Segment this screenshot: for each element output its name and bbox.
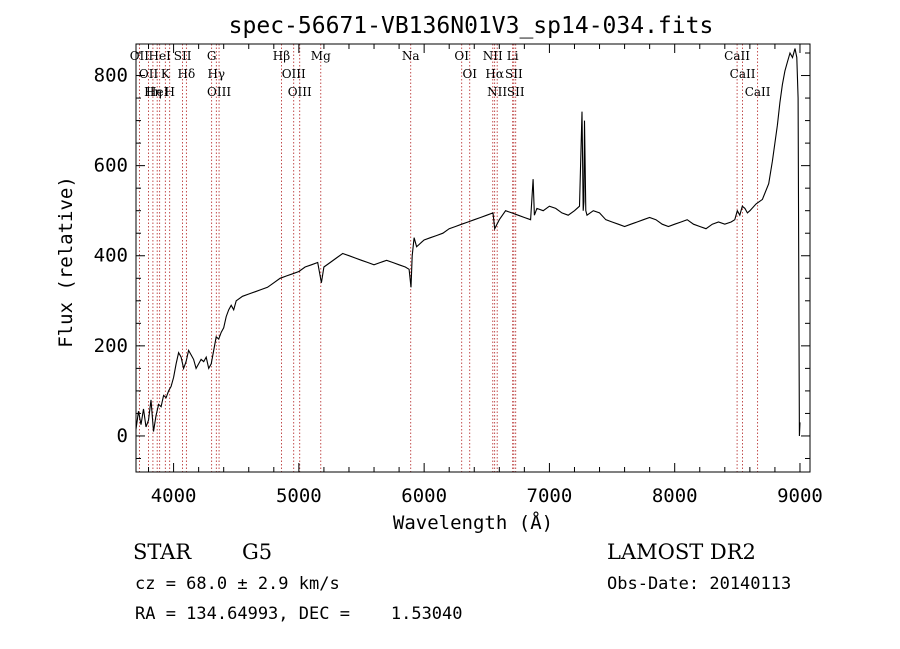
y-axis-label: Flux (relative): [55, 176, 77, 348]
x-axis-label: Wavelength (Å): [393, 511, 553, 534]
redshift-readout: cz = 68.0 ± 2.9 km/s: [135, 574, 340, 594]
line-label: OIII: [207, 85, 231, 99]
line-label: CaII: [724, 49, 750, 63]
y-tick-label: 400: [94, 245, 128, 267]
line-label: H: [164, 85, 174, 99]
coordinates: RA = 134.64993, DEC = 1.53040: [135, 604, 463, 624]
line-label: Mg: [311, 49, 331, 63]
x-tick-label: 9000: [777, 485, 823, 507]
line-label: Hβ: [273, 49, 290, 63]
x-tick-label: 4000: [151, 485, 197, 507]
y-axis-ticks: 0 200 400 600 800: [94, 52, 810, 459]
object-class: STAR: [133, 540, 192, 564]
line-label: Hα: [485, 67, 504, 81]
line-markers: [138, 44, 759, 472]
line-label: Na: [402, 49, 420, 63]
line-label: NII: [483, 49, 503, 63]
x-tick-label: 5000: [276, 485, 322, 507]
plot-frame: [135, 43, 811, 473]
line-label: Hη: [144, 85, 162, 99]
line-label: OII: [139, 67, 159, 81]
line-label: NII: [487, 85, 507, 99]
line-label: OII: [130, 49, 150, 63]
y-tick-label: 600: [94, 155, 128, 177]
line-label: SII: [505, 67, 523, 81]
line-label: SII: [174, 49, 192, 63]
x-tick-label: 6000: [401, 485, 447, 507]
line-label: Hδ: [178, 67, 196, 81]
line-label: HeI: [146, 85, 169, 99]
y-tick-label: 800: [94, 65, 128, 87]
obs-date: Obs-Date: 20140113: [607, 574, 792, 594]
object-subclass: G5: [242, 540, 273, 564]
line-label: SII: [507, 85, 525, 99]
line-label: HeI: [149, 49, 172, 63]
line-label: CaII: [730, 67, 756, 81]
line-label: Hγ: [207, 67, 225, 81]
chart-title: spec-56671-VB136N01V3_sp14-034.fits: [229, 13, 714, 39]
y-tick-label: 0: [117, 425, 128, 447]
line-label: OIII: [288, 85, 312, 99]
x-axis-ticks: 4000 5000 6000 7000 8000 9000: [148, 44, 823, 507]
y-tick-label: 200: [94, 335, 128, 357]
line-label: OI: [462, 67, 477, 81]
survey-name: LAMOST DR2: [607, 540, 756, 564]
line-label: OIII: [282, 67, 306, 81]
line-label: K: [161, 67, 171, 81]
x-tick-label: 7000: [527, 485, 573, 507]
line-label: OI: [454, 49, 469, 63]
line-label: G: [207, 49, 217, 63]
x-tick-label: 8000: [652, 485, 698, 507]
line-labels: OIIOIIHηHeIHeIKHSIIHδGHγOIIIHβOIIIOIIIMg…: [130, 49, 771, 99]
line-label: CaII: [745, 85, 771, 99]
line-label: Li: [507, 49, 519, 63]
spectrum-line: [135, 48, 801, 437]
